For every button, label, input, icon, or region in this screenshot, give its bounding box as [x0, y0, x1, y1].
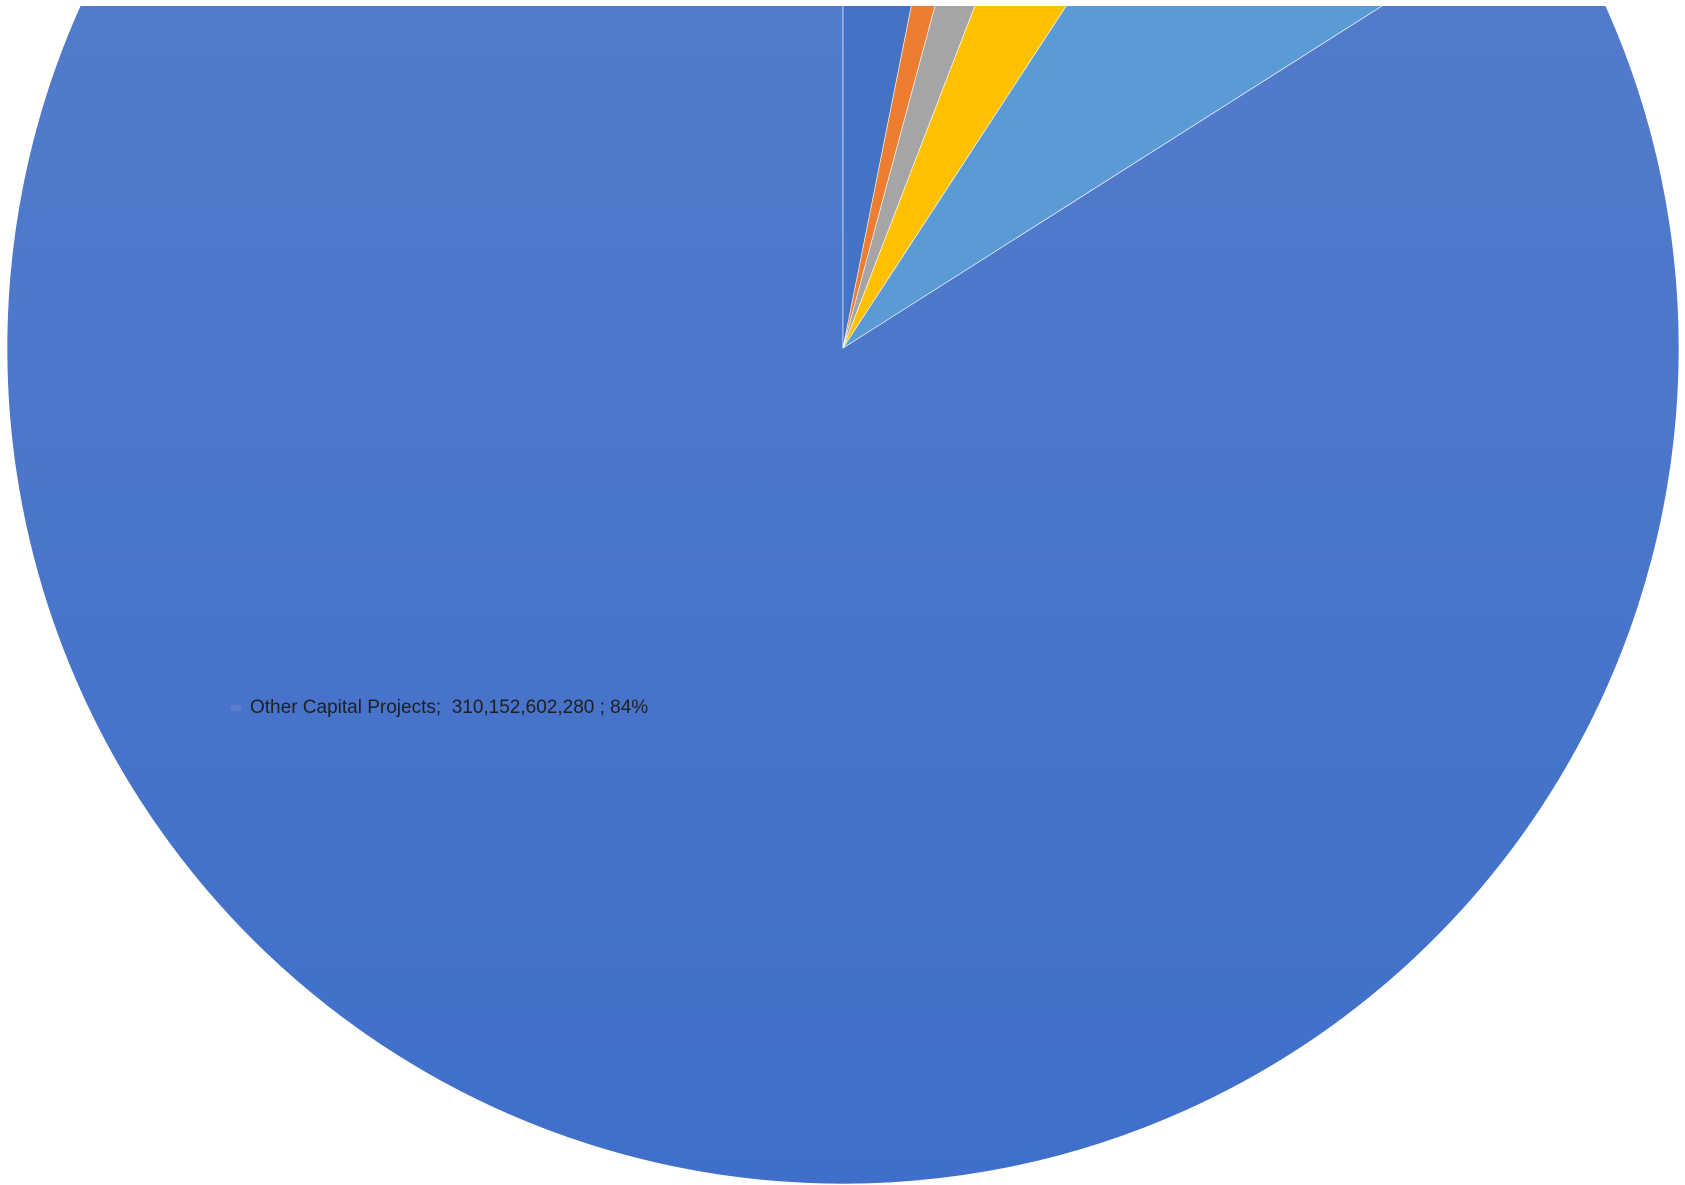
data-label-text: Other Capital Projects; 310,152,602,280 …	[250, 697, 649, 718]
pie-slice-other-capital-projects	[6, 6, 1680, 1185]
data-label-other-capital-projects: Other Capital Projects; 310,152,602,280 …	[231, 697, 648, 719]
data-label-key	[231, 705, 241, 711]
pie-slice-5	[842, 6, 1383, 349]
